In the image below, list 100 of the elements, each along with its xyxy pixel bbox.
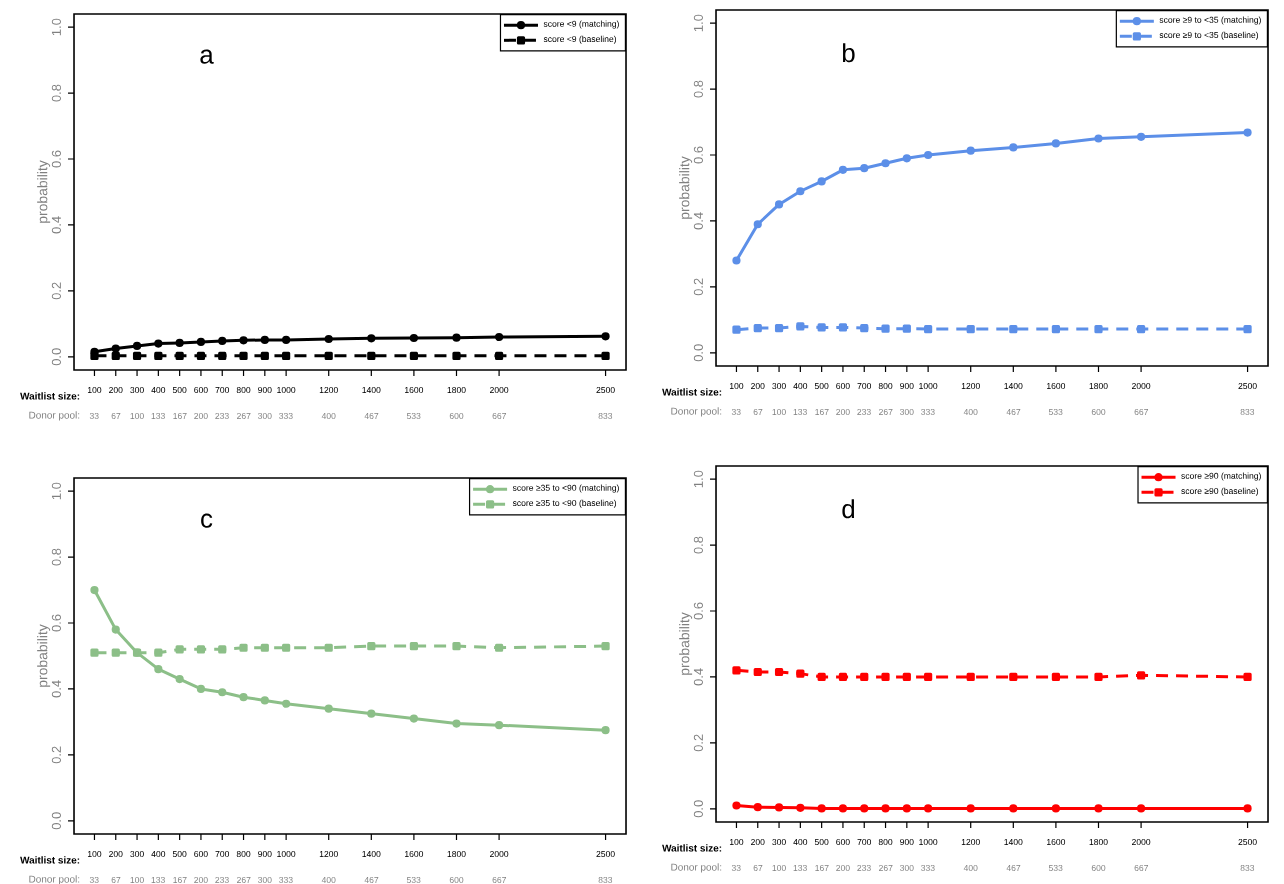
point — [282, 351, 291, 360]
point — [601, 641, 610, 651]
point — [111, 648, 120, 657]
point — [1094, 134, 1103, 143]
point — [1243, 324, 1252, 334]
point — [260, 643, 269, 652]
point — [154, 665, 163, 674]
point — [367, 641, 376, 651]
text: b — [842, 43, 855, 63]
point — [966, 672, 975, 682]
point — [817, 804, 826, 813]
point — [1136, 804, 1146, 813]
point — [452, 351, 461, 360]
point — [1136, 671, 1146, 680]
point — [902, 154, 911, 163]
point — [452, 641, 461, 651]
point — [796, 187, 805, 196]
point — [966, 146, 975, 155]
point — [1051, 324, 1060, 334]
point — [1009, 804, 1018, 813]
point — [796, 322, 805, 331]
point — [1243, 128, 1252, 137]
point — [1094, 804, 1103, 813]
point — [260, 696, 269, 705]
point — [881, 804, 890, 813]
text: c — [201, 513, 213, 528]
point — [1243, 672, 1252, 682]
point — [218, 688, 227, 697]
point — [1009, 672, 1018, 682]
point — [601, 726, 610, 735]
point — [218, 645, 227, 654]
point — [409, 714, 419, 723]
point — [817, 672, 826, 682]
point — [838, 804, 848, 813]
point — [452, 333, 461, 342]
point — [90, 585, 99, 595]
point — [732, 325, 741, 334]
point — [175, 338, 184, 348]
point — [175, 674, 184, 684]
point — [902, 672, 911, 682]
point — [1136, 324, 1146, 334]
point — [860, 323, 869, 333]
point — [924, 804, 933, 813]
point — [218, 351, 227, 360]
point — [881, 159, 890, 168]
point — [838, 165, 848, 174]
point — [494, 721, 504, 730]
point — [132, 341, 142, 350]
point — [154, 351, 163, 360]
point — [324, 643, 333, 652]
point — [239, 336, 248, 345]
point — [132, 351, 142, 360]
point — [902, 804, 911, 813]
point — [732, 256, 741, 265]
point — [924, 324, 933, 334]
point — [260, 335, 269, 345]
point — [1243, 804, 1252, 813]
point — [452, 719, 461, 728]
point — [494, 332, 504, 342]
point — [753, 220, 762, 229]
point — [324, 334, 333, 344]
point — [924, 150, 933, 160]
point — [111, 625, 120, 634]
point — [753, 667, 762, 677]
point — [409, 333, 419, 343]
point — [881, 324, 890, 333]
point — [1094, 672, 1103, 682]
point — [860, 804, 869, 813]
text: a — [200, 49, 214, 64]
point — [774, 323, 784, 333]
point — [218, 336, 227, 346]
point — [796, 669, 805, 678]
point — [494, 351, 504, 360]
point — [1094, 324, 1103, 334]
point — [601, 332, 610, 341]
point — [881, 672, 890, 682]
point — [367, 351, 376, 360]
point — [796, 803, 805, 812]
point — [774, 803, 784, 812]
point — [367, 334, 376, 343]
point — [966, 324, 975, 334]
point — [90, 648, 99, 657]
point — [838, 323, 848, 332]
point — [367, 709, 376, 718]
point — [732, 801, 741, 810]
point — [817, 323, 826, 332]
point — [817, 177, 826, 186]
point — [601, 351, 610, 360]
point — [732, 666, 741, 675]
point — [196, 645, 206, 654]
point — [860, 672, 869, 682]
point — [774, 200, 784, 209]
point — [924, 672, 933, 682]
point — [175, 645, 184, 654]
point — [196, 684, 206, 694]
point — [860, 164, 869, 173]
point — [196, 337, 206, 347]
point — [902, 324, 911, 333]
point — [154, 648, 163, 657]
point — [175, 351, 184, 360]
